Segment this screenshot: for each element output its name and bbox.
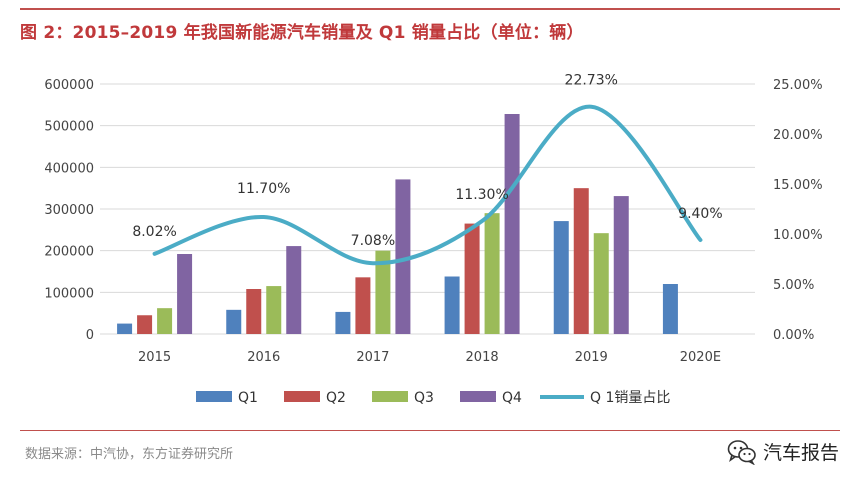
x-tick-label: 2016	[247, 350, 280, 365]
title-top-rule	[20, 8, 840, 10]
legend-label: Q4	[502, 390, 522, 406]
y-right-tick-label: 0.00%	[773, 328, 814, 343]
y-left-tick-label: 0	[86, 328, 94, 343]
bar-q2	[464, 223, 480, 334]
x-tick-label: 2018	[466, 350, 499, 365]
bar-q1	[335, 311, 351, 334]
ratio-line	[152, 104, 703, 266]
y-right-tick-label: 10.00%	[773, 228, 823, 243]
legend-swatch	[460, 391, 496, 402]
y-left-tick-label: 600000	[44, 78, 94, 93]
y-right-tick-label: 15.00%	[773, 178, 823, 193]
x-tick-label: 2020E	[680, 350, 721, 365]
legend-label: Q2	[326, 390, 346, 406]
ratio-data-label: 7.08%	[351, 233, 395, 249]
bar-q4	[395, 179, 411, 334]
brand-watermark: 汽车报告	[727, 438, 839, 465]
y-right-tick-label: 25.00%	[773, 78, 823, 93]
ratio-data-label: 9.40%	[678, 206, 722, 222]
bar-q1	[226, 309, 242, 334]
bar-q1	[553, 221, 569, 334]
chart-area: 0 100000 200000 300000 400000 500000 600000 0.0…	[44, 73, 823, 406]
x-tick-label: 2019	[575, 350, 608, 365]
x-tick-label: 2015	[138, 350, 171, 365]
bar-q2	[355, 277, 371, 334]
brand-name: 汽车报告	[762, 442, 839, 464]
ratio-data-label: 11.70%	[237, 181, 290, 197]
bar-q4	[286, 246, 302, 334]
bar-q4	[613, 196, 629, 334]
y-left-tick-label: 100000	[44, 286, 94, 301]
bar-q3	[484, 213, 500, 334]
legend-label: Q 1销量占比	[590, 390, 670, 406]
bar-q4	[504, 114, 520, 334]
bar-q2	[246, 289, 262, 334]
bar-q3	[157, 308, 173, 334]
bar-q1	[444, 276, 460, 334]
wechat-icon	[727, 439, 756, 465]
y-left-tick-label: 200000	[44, 245, 94, 260]
bar-q1	[662, 284, 678, 334]
x-tick-label: 2017	[356, 350, 389, 365]
chart-title: 图 2：2015–2019 年我国新能源汽车销量及 Q1 销量占比（单位：辆）	[20, 23, 584, 43]
source-note: 数据来源：中汽协，东方证券研究所	[25, 447, 234, 462]
bar-q2	[573, 188, 589, 334]
legend-label: Q1	[238, 390, 258, 406]
y-left-tick-label: 500000	[44, 120, 94, 135]
legend-swatch	[284, 391, 320, 402]
footer-rule	[20, 430, 840, 431]
bar-q4	[177, 254, 193, 334]
bar-q3	[593, 233, 609, 334]
bar-q2	[137, 315, 153, 334]
legend-swatch	[196, 391, 232, 402]
ratio-data-label: 11.30%	[455, 187, 508, 203]
y-left-tick-label: 300000	[44, 203, 94, 218]
bar-q3	[375, 250, 391, 334]
legend-swatch	[372, 391, 408, 402]
bar-q3	[266, 286, 282, 334]
y-left-tick-label: 400000	[44, 161, 94, 176]
y-right-tick-label: 5.00%	[773, 278, 814, 293]
y-right-tick-label: 20.00%	[773, 128, 823, 143]
bar-q1	[117, 323, 133, 334]
legend-label: Q3	[414, 390, 434, 406]
ratio-data-label: 22.73%	[565, 73, 618, 89]
ratio-data-label: 8.02%	[132, 224, 176, 240]
